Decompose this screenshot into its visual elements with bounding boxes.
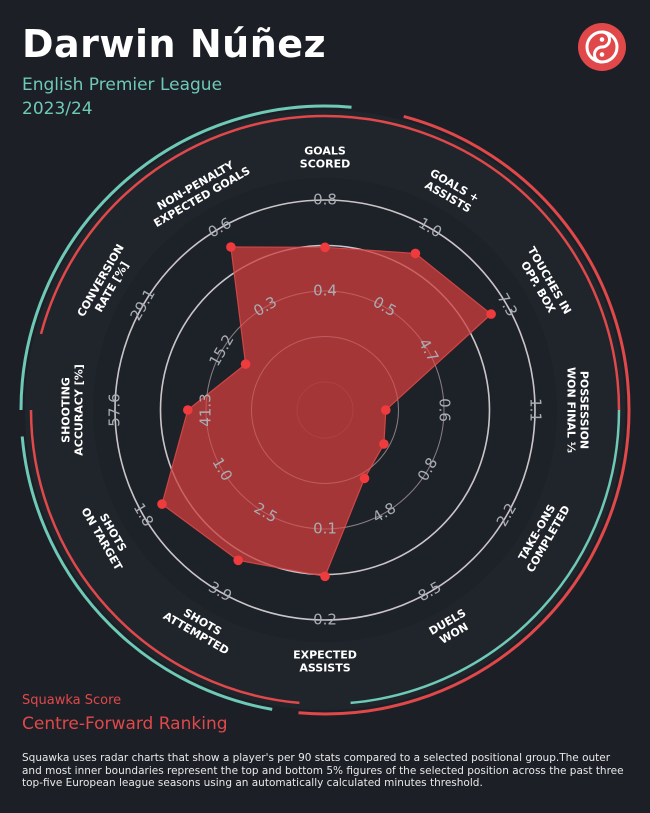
metric-label-line: EXPECTED [293, 649, 357, 662]
inner-red-arc-left [39, 114, 326, 335]
ranking-label: Centre-Forward Ranking [22, 714, 228, 734]
season-label: 2023/24 [22, 99, 93, 119]
tick-label: 57.6 [106, 393, 124, 426]
tick-label: 0.4 [313, 282, 337, 300]
metric-label-line: ASSISTS [299, 662, 350, 675]
metric-label-line: ACCURACY [%] [73, 364, 86, 456]
squawka-score-label: Squawka Score [22, 693, 122, 708]
tick-label: 0.2 [313, 611, 337, 629]
data-point [379, 439, 389, 449]
grid-ring-overlay [114, 199, 536, 621]
metric-label-line: WON FINAL ⅓ [565, 367, 578, 453]
data-point [359, 473, 370, 484]
tick-label: 41.3 [197, 393, 215, 426]
inner-teal-arc-right [350, 409, 621, 705]
data-point [410, 248, 421, 259]
grid-ring-overlay [251, 336, 399, 484]
data-point [240, 359, 251, 369]
data-point [320, 571, 330, 582]
tick-label: 0.8 [313, 191, 337, 209]
outer-teal-arc-bottom [20, 436, 273, 711]
metric-label-line: SCORED [300, 158, 350, 171]
inner-red-arc-bottom [29, 409, 300, 705]
grid-ring [114, 199, 536, 621]
outer-red-arc-right [298, 409, 631, 716]
tick-label: 1.1 [527, 398, 545, 422]
squawka-logo-icon [578, 23, 626, 71]
inner-red-arc-top [324, 114, 621, 411]
outer-red-arc-top [403, 114, 631, 411]
league-label: English Premier League [22, 75, 223, 95]
data-point [233, 555, 243, 566]
data-point [381, 405, 391, 415]
tick-label: 0.1 [313, 520, 337, 538]
metric-label-line: POSSESSION [578, 371, 591, 449]
data-point [183, 405, 193, 415]
metric-label: SHOOTING ACCURACY [%] [60, 364, 86, 456]
data-point [157, 499, 167, 509]
grid-ring-overlay [205, 290, 445, 530]
tick-label: 0.6 [436, 398, 454, 422]
metric-label-line: SHOOTING [60, 377, 73, 443]
metric-label-line: GOALS [304, 145, 346, 158]
data-point [486, 309, 496, 319]
data-point [320, 242, 330, 253]
page-title: Darwin Núñez [22, 22, 327, 66]
footnote: Squawka uses radar charts that show a pl… [22, 752, 624, 789]
data-point [226, 242, 236, 252]
outer-teal-arc [19, 104, 352, 411]
